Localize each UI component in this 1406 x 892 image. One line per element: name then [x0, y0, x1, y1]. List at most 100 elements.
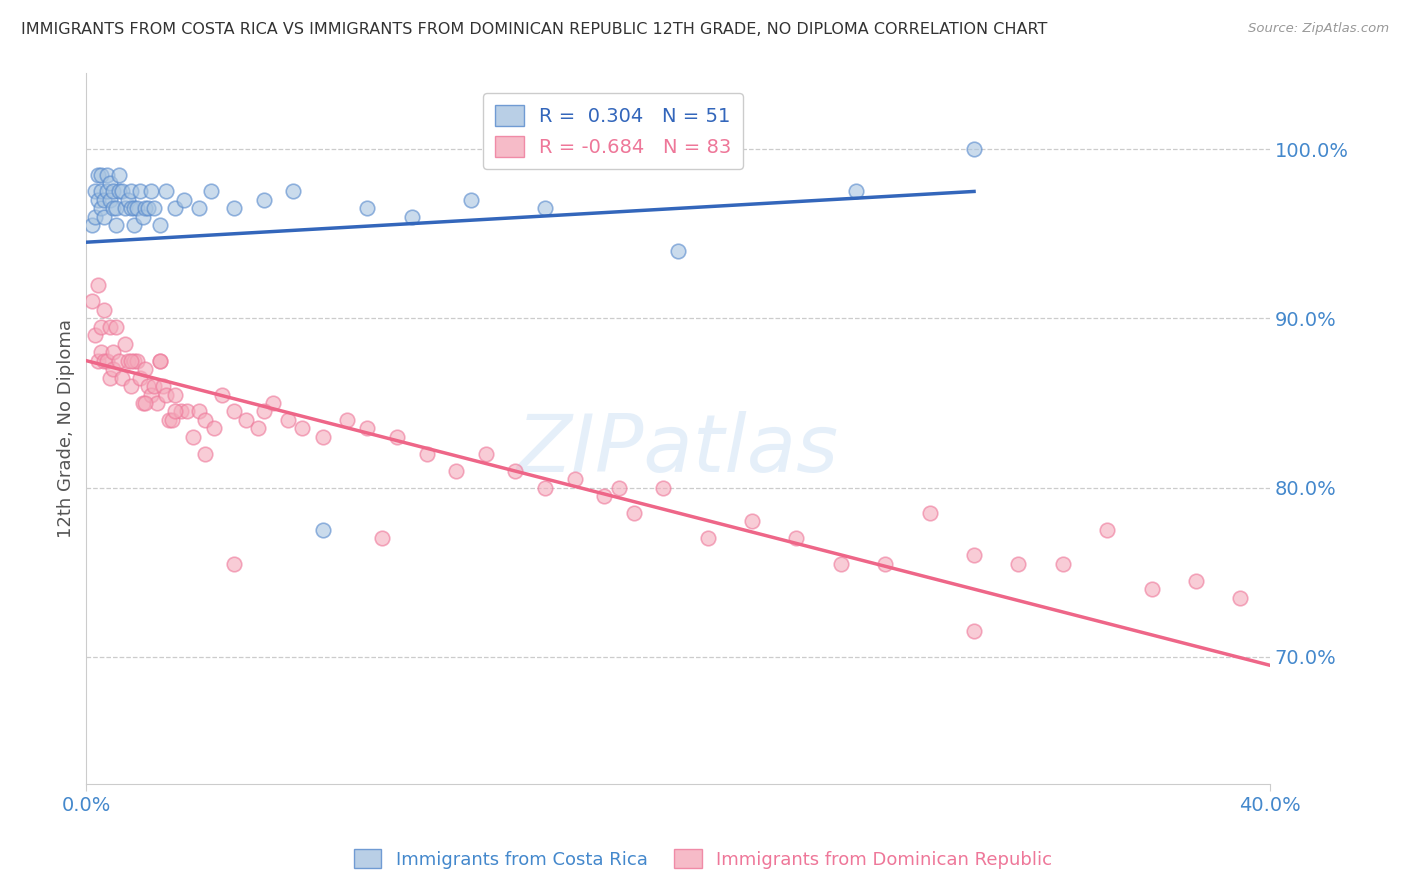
Point [90, 345, 112, 359]
Text: Source: ZipAtlas.com: Source: ZipAtlas.com [1249, 22, 1389, 36]
Point [194, 447, 217, 461]
Point [138, 202, 160, 216]
Point [108, 353, 131, 368]
Point [371, 532, 394, 546]
Point [93, 193, 115, 207]
Point [138, 379, 160, 393]
Point [93, 353, 115, 368]
Point [623, 506, 645, 520]
Point [90, 168, 112, 182]
Point [82, 219, 104, 233]
Point [202, 421, 225, 435]
Point [652, 481, 675, 495]
Point [253, 404, 276, 418]
Point [84, 185, 107, 199]
Point [235, 413, 257, 427]
Point [963, 624, 986, 639]
Point [666, 244, 689, 258]
Point [741, 515, 763, 529]
Point [98, 176, 121, 190]
Point [134, 362, 156, 376]
Point [200, 185, 222, 199]
Point [187, 202, 209, 216]
Point [101, 185, 124, 199]
Point [87, 168, 110, 182]
Point [165, 387, 187, 401]
Point [120, 185, 142, 199]
Point [146, 396, 169, 410]
Point [104, 319, 127, 334]
Point [1229, 591, 1251, 605]
Point [128, 370, 150, 384]
Point [173, 193, 195, 207]
Point [90, 202, 112, 216]
Point [101, 202, 124, 216]
Point [114, 336, 136, 351]
Point [120, 353, 142, 368]
Point [291, 421, 314, 435]
Point [98, 370, 121, 384]
Point [149, 353, 172, 368]
Point [111, 370, 134, 384]
Point [283, 185, 305, 199]
Point [1052, 557, 1074, 571]
Point [96, 168, 118, 182]
Point [87, 277, 110, 292]
Point [170, 404, 193, 418]
Point [141, 185, 163, 199]
Point [149, 219, 172, 233]
Point [87, 353, 110, 368]
Point [194, 413, 217, 427]
Point [696, 532, 718, 546]
Point [505, 464, 527, 478]
Point [211, 387, 233, 401]
Point [157, 413, 180, 427]
Point [415, 447, 437, 461]
Point [1185, 574, 1208, 588]
Point [93, 210, 115, 224]
Point [96, 353, 118, 368]
Point [120, 202, 142, 216]
Point [1007, 557, 1029, 571]
Point [98, 319, 121, 334]
Point [84, 210, 107, 224]
Point [155, 387, 177, 401]
Point [122, 219, 145, 233]
Point [181, 430, 204, 444]
Point [90, 185, 112, 199]
Point [224, 557, 246, 571]
Point [104, 219, 127, 233]
Point [1140, 582, 1163, 596]
Point [176, 404, 198, 418]
Point [963, 142, 986, 156]
Point [104, 202, 127, 216]
Point [475, 447, 498, 461]
Point [224, 404, 246, 418]
Point [84, 328, 107, 343]
Point [90, 319, 112, 334]
Point [336, 413, 359, 427]
Point [96, 185, 118, 199]
Point [246, 421, 269, 435]
Point [160, 413, 183, 427]
Point [845, 185, 868, 199]
Point [87, 193, 110, 207]
Point [114, 202, 136, 216]
Point [534, 481, 557, 495]
Point [155, 185, 177, 199]
Point [165, 202, 187, 216]
Point [607, 481, 630, 495]
Point [312, 523, 335, 537]
Point [165, 404, 187, 418]
Point [224, 202, 246, 216]
Point [128, 185, 150, 199]
Point [963, 549, 986, 563]
Point [117, 193, 139, 207]
Point [785, 532, 807, 546]
Point [460, 193, 482, 207]
Point [875, 557, 897, 571]
Point [356, 202, 378, 216]
Point [564, 472, 586, 486]
Text: ZIPatlas: ZIPatlas [517, 410, 839, 489]
Point [276, 413, 298, 427]
